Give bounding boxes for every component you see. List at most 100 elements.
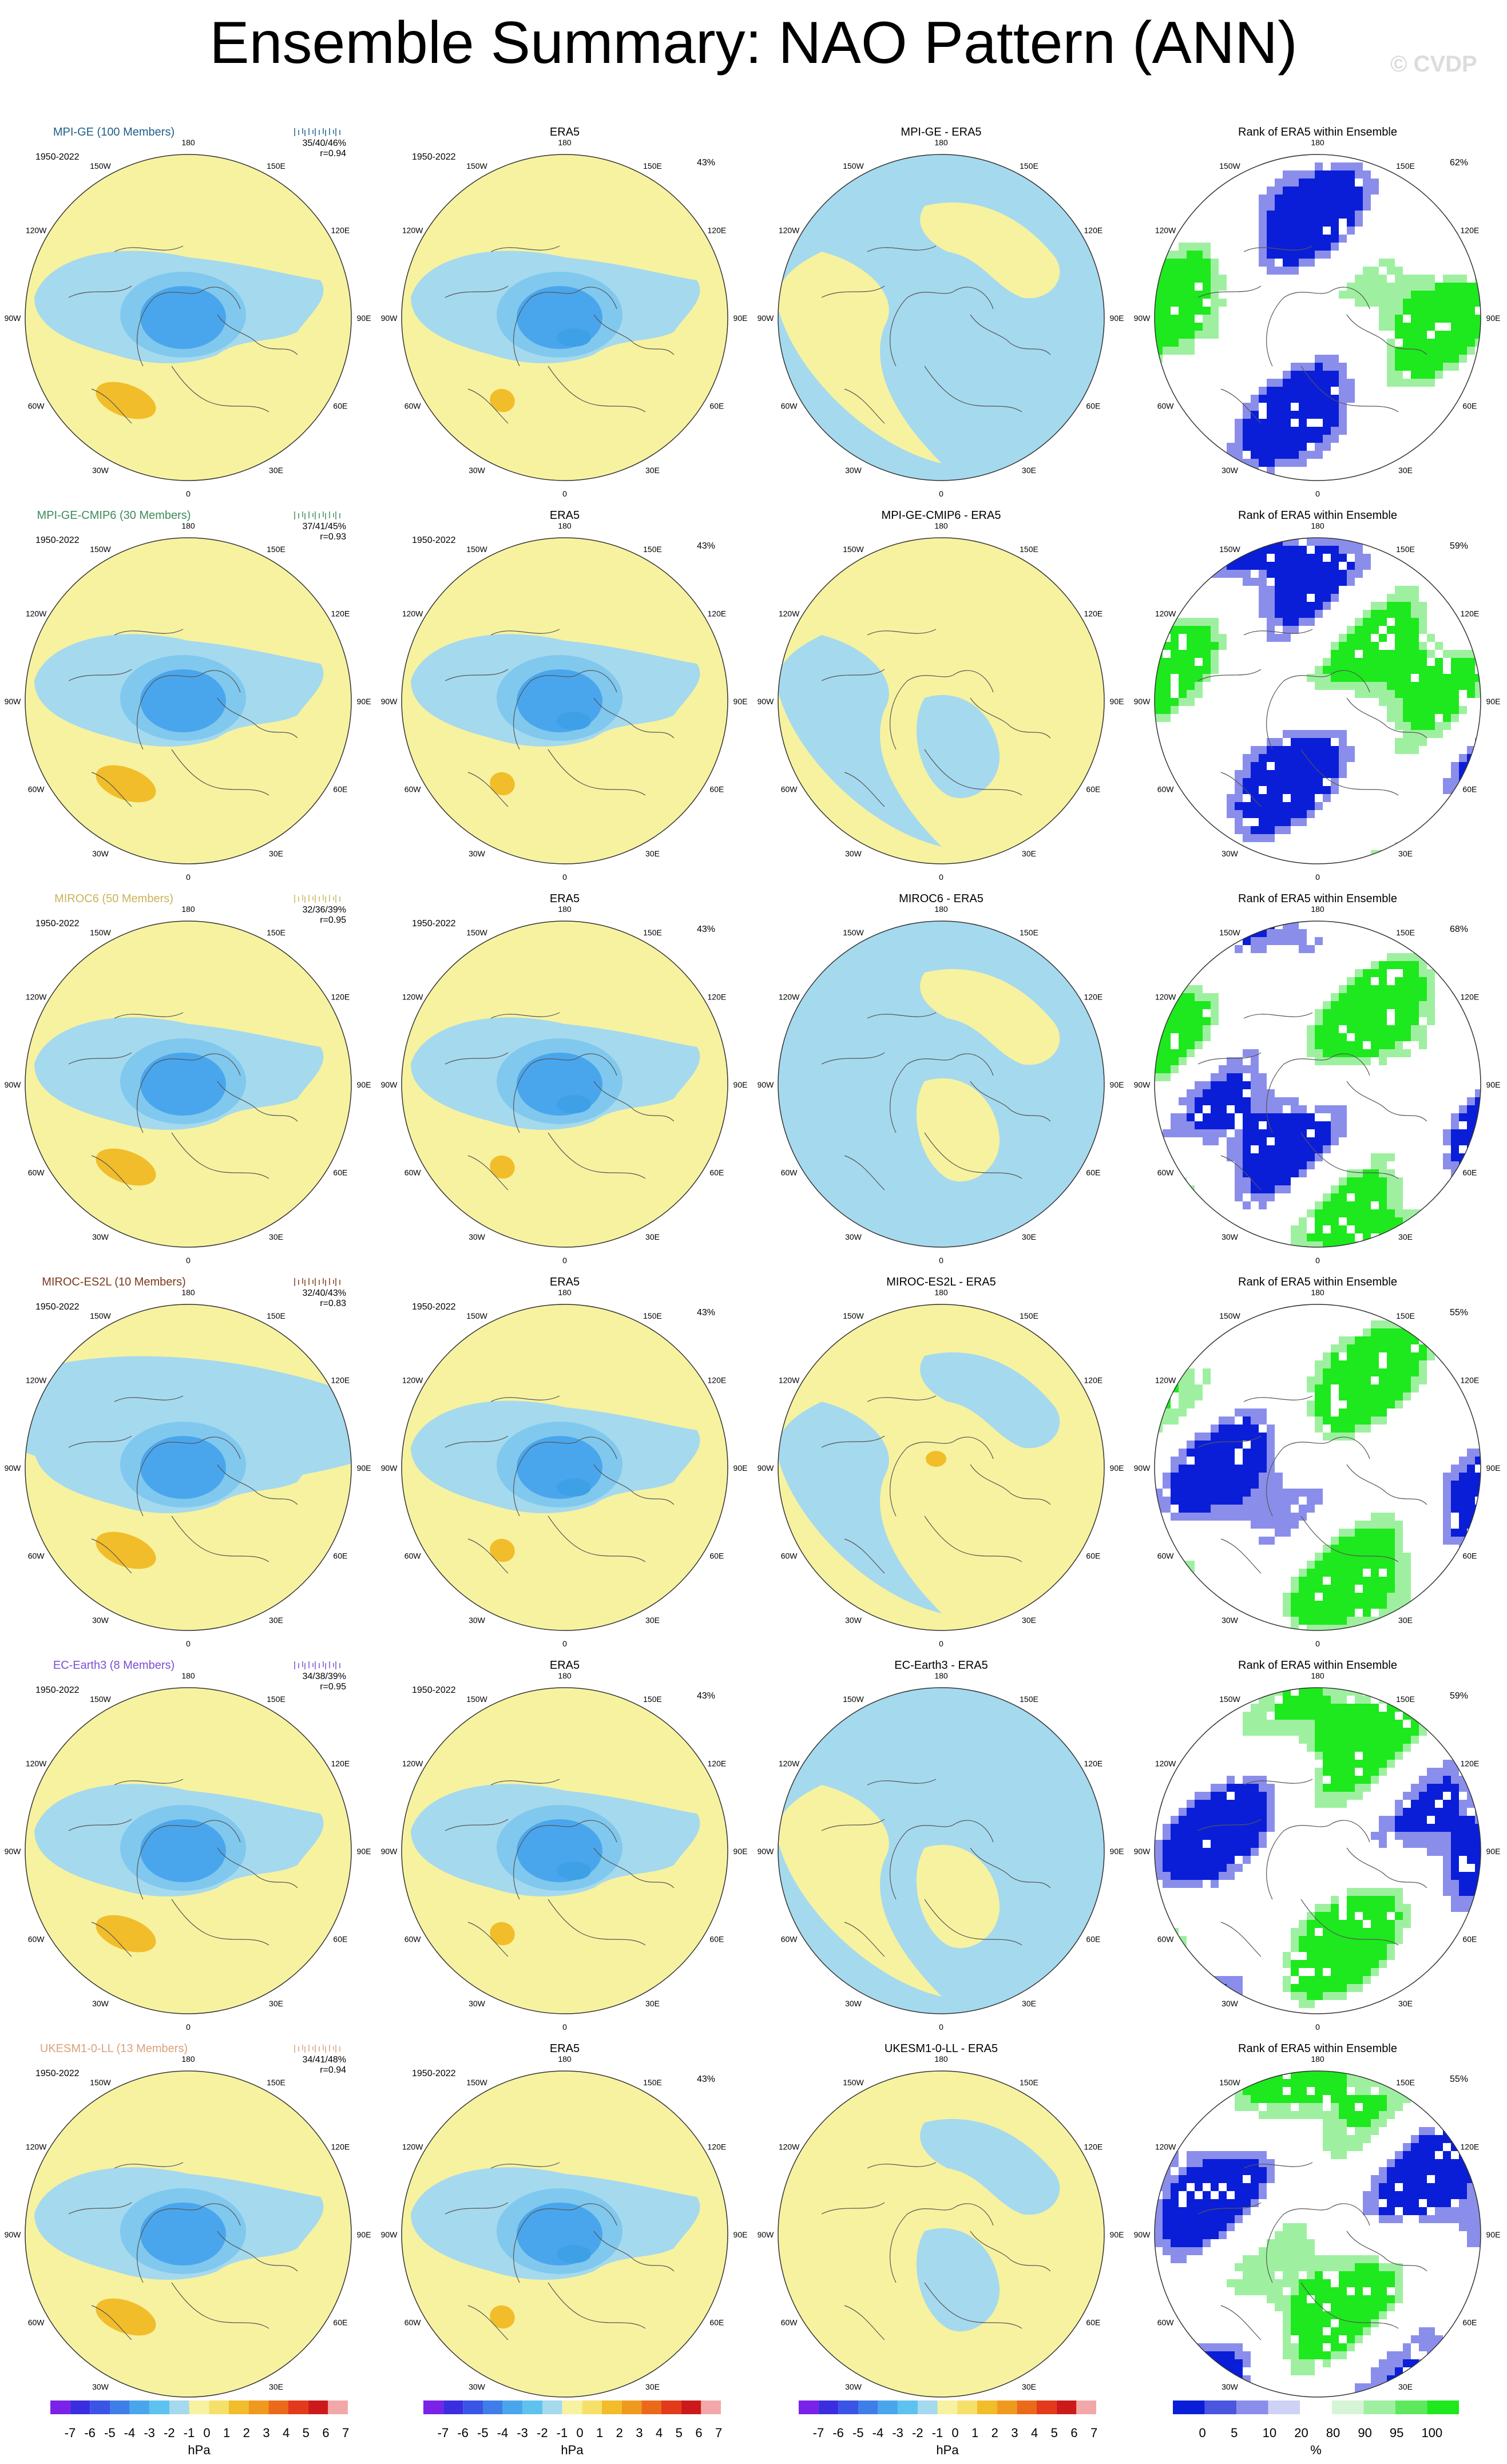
rank-cell	[1427, 1792, 1435, 1800]
rank-cell	[1379, 2295, 1387, 2303]
rank-cell	[1427, 1241, 1435, 1247]
rank-cell	[1323, 427, 1331, 435]
colorbar-swatch	[602, 2400, 622, 2414]
rank-cell	[1267, 937, 1275, 945]
rank-cell	[1315, 1153, 1323, 1161]
longitude-label: 180	[934, 2054, 948, 2064]
rank-cell	[1403, 594, 1411, 602]
rank-cell	[1187, 1049, 1195, 1057]
rank-cell	[1371, 666, 1379, 674]
longitude-label: 60E	[1462, 1552, 1477, 1561]
rank-cell	[1315, 1920, 1323, 1928]
rank-cell	[1291, 251, 1299, 259]
rank-cell	[1299, 2295, 1307, 2303]
rank-cell	[1291, 1129, 1299, 1137]
rank-cell	[1155, 1944, 1163, 1952]
difference-panel: 180 150E 120E 90E 60E 30E 0 30W 60W 90W 120W 150W MP…	[753, 103, 1129, 498]
rank-cell	[1211, 1097, 1219, 1105]
rank-cell	[1355, 993, 1363, 1001]
coastline	[114, 2162, 184, 2169]
rank-cell	[1179, 1848, 1187, 1856]
rank-cell	[1371, 2375, 1379, 2383]
rank-cell	[1451, 2159, 1459, 2167]
rank-cell	[1339, 2095, 1347, 2103]
rank-cell	[1283, 538, 1291, 546]
rank-cell	[1427, 666, 1435, 674]
rank-cell	[1187, 1816, 1195, 1824]
rank-cell	[1203, 1513, 1211, 1521]
rank-cell	[1235, 810, 1243, 818]
longitude-label: 60E	[1086, 1168, 1100, 1177]
rank-cell	[1419, 2175, 1427, 2183]
rank-cell	[1235, 1161, 1243, 1169]
rank-cell	[1419, 2151, 1427, 2159]
rank-cell	[1163, 1001, 1171, 1009]
rank-cell	[1339, 746, 1347, 754]
rank-cell	[1451, 1840, 1459, 1848]
rank-cell	[1291, 2367, 1299, 2375]
rank-cell	[1419, 650, 1427, 658]
longitude-label: 120W	[1155, 2142, 1176, 2152]
colorbar-swatch	[818, 2400, 839, 2414]
rank-cell	[1171, 706, 1179, 714]
rank-cell	[1259, 810, 1267, 818]
coastline	[890, 2203, 994, 2283]
rank-cell	[1315, 1360, 1323, 1368]
longitude-label: 120W	[26, 993, 47, 1002]
period-label: 1950-2022	[35, 1302, 80, 1312]
rank-cell	[1379, 315, 1387, 323]
rank-cell	[1187, 937, 1195, 945]
colorbar-swatch	[562, 2400, 582, 2414]
rank-cell	[1427, 722, 1435, 730]
rank-cell	[1163, 2239, 1171, 2247]
rank-cell	[1451, 2183, 1459, 2191]
rank-cell	[1179, 1577, 1187, 1585]
rank-cell	[1155, 618, 1163, 626]
rank-cell	[1195, 251, 1203, 259]
rank-cell	[1459, 339, 1467, 347]
rank-cell	[1179, 1233, 1187, 1241]
rank-cell	[1179, 1505, 1187, 1513]
rank-cell	[1187, 1824, 1195, 1832]
rank-cell	[1363, 1521, 1371, 1529]
rank-cell	[1347, 1577, 1355, 1585]
rank-cell	[1211, 1473, 1219, 1481]
rank-cell	[1291, 267, 1299, 275]
rank-cell	[1387, 2295, 1395, 2303]
rank-cell	[1251, 1505, 1259, 1513]
colorbar-swatches	[423, 2400, 721, 2414]
rank-cell	[1179, 267, 1187, 275]
rank-cell	[1243, 2008, 1251, 2014]
rank-cell	[1363, 2103, 1371, 2111]
rank-cell	[1467, 770, 1475, 778]
rank-cell	[1395, 2271, 1403, 2279]
rank-cell	[1211, 634, 1219, 642]
rank-cell	[1299, 2319, 1307, 2327]
rank-cell	[1403, 1376, 1411, 1384]
longitude-label: 180	[934, 1288, 948, 1297]
rank-cell	[1211, 1465, 1219, 1473]
rank-cell	[1467, 1816, 1475, 1824]
rank-cell	[1155, 1065, 1163, 1073]
rank-cell	[1355, 2303, 1363, 2311]
rank-cell	[1339, 162, 1347, 170]
rank-cell	[1371, 1400, 1379, 1408]
rank-cell	[1251, 1824, 1259, 1832]
rank-cell	[1355, 2143, 1363, 2151]
rank-cell	[1195, 2375, 1203, 2383]
rank-cell	[1243, 562, 1251, 570]
rank-cell	[1155, 634, 1163, 642]
rank-cell	[1171, 1816, 1179, 1824]
longitude-label: 120W	[26, 1759, 47, 1768]
rank-cell	[1395, 993, 1403, 1001]
rank-cell	[1259, 203, 1267, 211]
rank-cell	[1403, 730, 1411, 738]
rank-cell	[1451, 650, 1459, 658]
coastline	[490, 2162, 560, 2169]
rank-cell	[1195, 554, 1203, 562]
rank-cell	[1371, 1320, 1379, 1328]
longitude-label: 60W	[404, 1552, 422, 1561]
rank-cell	[1179, 2223, 1187, 2231]
